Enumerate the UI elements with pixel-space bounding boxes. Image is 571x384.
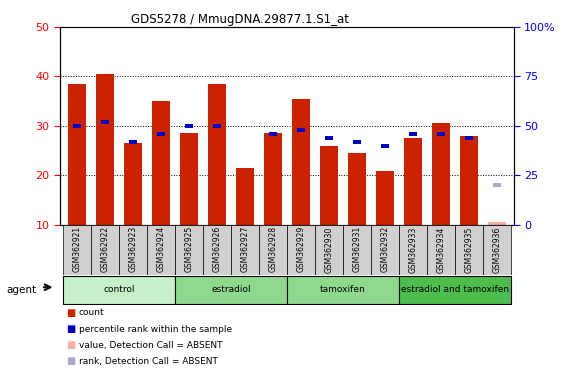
Text: GSM362931: GSM362931 xyxy=(352,226,361,272)
Bar xyxy=(399,225,427,275)
Text: ■: ■ xyxy=(66,308,75,318)
Text: ■: ■ xyxy=(66,340,75,350)
Text: GSM362925: GSM362925 xyxy=(184,226,194,272)
Text: tamoxifen: tamoxifen xyxy=(320,285,366,295)
Text: control: control xyxy=(103,285,135,295)
Bar xyxy=(231,225,259,275)
Bar xyxy=(152,101,170,225)
Bar xyxy=(404,138,422,225)
Bar xyxy=(409,132,417,136)
Bar xyxy=(236,168,254,225)
Bar xyxy=(287,276,399,304)
Text: count: count xyxy=(79,308,104,318)
Bar xyxy=(264,133,282,225)
Text: GSM362921: GSM362921 xyxy=(73,226,81,272)
Bar xyxy=(124,143,142,225)
Bar xyxy=(63,225,91,275)
Text: GSM362926: GSM362926 xyxy=(212,226,222,272)
Bar xyxy=(376,171,394,225)
Text: estradiol and tamoxifen: estradiol and tamoxifen xyxy=(401,285,509,295)
Bar xyxy=(96,74,114,225)
Bar xyxy=(208,84,226,225)
Bar xyxy=(147,225,175,275)
Text: rank, Detection Call = ABSENT: rank, Detection Call = ABSENT xyxy=(79,357,218,366)
Bar xyxy=(292,99,310,225)
Bar xyxy=(325,136,333,140)
Bar xyxy=(483,225,511,275)
Text: GDS5278 / MmugDNA.29877.1.S1_at: GDS5278 / MmugDNA.29877.1.S1_at xyxy=(131,13,349,26)
Bar xyxy=(175,276,287,304)
Text: GSM362935: GSM362935 xyxy=(465,226,473,273)
Bar xyxy=(91,225,119,275)
Bar xyxy=(128,140,137,144)
Text: GSM362929: GSM362929 xyxy=(296,226,305,272)
Bar xyxy=(465,136,473,140)
Bar xyxy=(432,123,450,225)
Bar xyxy=(175,225,203,275)
Bar xyxy=(437,132,445,136)
Bar xyxy=(381,144,389,147)
Bar xyxy=(348,153,366,225)
Bar xyxy=(100,120,109,124)
Bar xyxy=(185,124,193,128)
Bar xyxy=(493,183,501,187)
Bar xyxy=(287,225,315,275)
Bar xyxy=(156,132,165,136)
Text: agent: agent xyxy=(7,285,37,295)
Bar xyxy=(488,222,506,225)
Text: GSM362934: GSM362934 xyxy=(437,226,445,273)
Text: GSM362933: GSM362933 xyxy=(408,226,417,273)
Bar xyxy=(371,225,399,275)
Bar xyxy=(343,225,371,275)
Bar xyxy=(73,124,81,128)
Text: GSM362923: GSM362923 xyxy=(128,226,137,272)
Text: GSM362930: GSM362930 xyxy=(324,226,333,273)
Bar xyxy=(259,225,287,275)
Bar xyxy=(119,225,147,275)
Bar xyxy=(180,133,198,225)
Bar xyxy=(67,84,86,225)
Bar xyxy=(427,225,455,275)
Text: percentile rank within the sample: percentile rank within the sample xyxy=(79,324,232,334)
Bar xyxy=(460,136,478,225)
Text: estradiol: estradiol xyxy=(211,285,251,295)
Text: GSM362936: GSM362936 xyxy=(493,226,501,273)
Bar xyxy=(320,146,338,225)
Bar xyxy=(455,225,483,275)
Bar xyxy=(63,276,175,304)
Bar xyxy=(297,128,305,132)
Bar xyxy=(315,225,343,275)
Text: GSM362928: GSM362928 xyxy=(268,226,278,272)
Text: ■: ■ xyxy=(66,356,75,366)
Text: GSM362922: GSM362922 xyxy=(100,226,109,272)
Bar xyxy=(399,276,511,304)
Text: GSM362927: GSM362927 xyxy=(240,226,250,272)
Bar xyxy=(353,140,361,144)
Bar xyxy=(269,132,277,136)
Bar xyxy=(203,225,231,275)
Text: GSM362932: GSM362932 xyxy=(380,226,389,272)
Bar xyxy=(213,124,221,128)
Text: value, Detection Call = ABSENT: value, Detection Call = ABSENT xyxy=(79,341,222,350)
Text: GSM362924: GSM362924 xyxy=(156,226,166,272)
Text: ■: ■ xyxy=(66,324,75,334)
